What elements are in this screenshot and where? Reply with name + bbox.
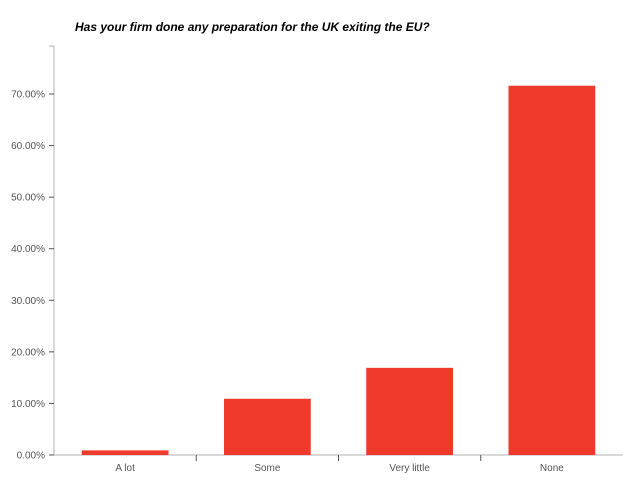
- y-tick-label: 40.00%: [11, 244, 45, 255]
- x-tick-label: Very little: [389, 463, 430, 474]
- x-tick-label: None: [540, 463, 564, 474]
- bar: [366, 367, 454, 455]
- y-tick-label: 10.00%: [11, 399, 45, 410]
- bars: [81, 85, 596, 456]
- x-tick-label: Some: [254, 463, 281, 474]
- y-tick-label: 70.00%: [11, 90, 45, 101]
- y-axis: 0.00% 10.00% 20.00% 30.00% 40.00% 50.00% 60.00…: [11, 45, 55, 462]
- chart-title: Has your firm done any preparation for t…: [75, 20, 430, 34]
- y-tick-label: 50.00%: [11, 193, 45, 204]
- bar: [508, 85, 596, 456]
- y-tick-label: 0.00%: [17, 451, 45, 462]
- x-tick-label: A lot: [115, 463, 135, 474]
- x-axis: A lot Some Very little None: [54, 454, 623, 474]
- y-tick-label: 30.00%: [11, 296, 45, 307]
- bar: [81, 450, 169, 455]
- bar: [223, 398, 311, 455]
- y-tick-label: 60.00%: [11, 141, 45, 152]
- y-tick-label: 20.00%: [11, 347, 45, 358]
